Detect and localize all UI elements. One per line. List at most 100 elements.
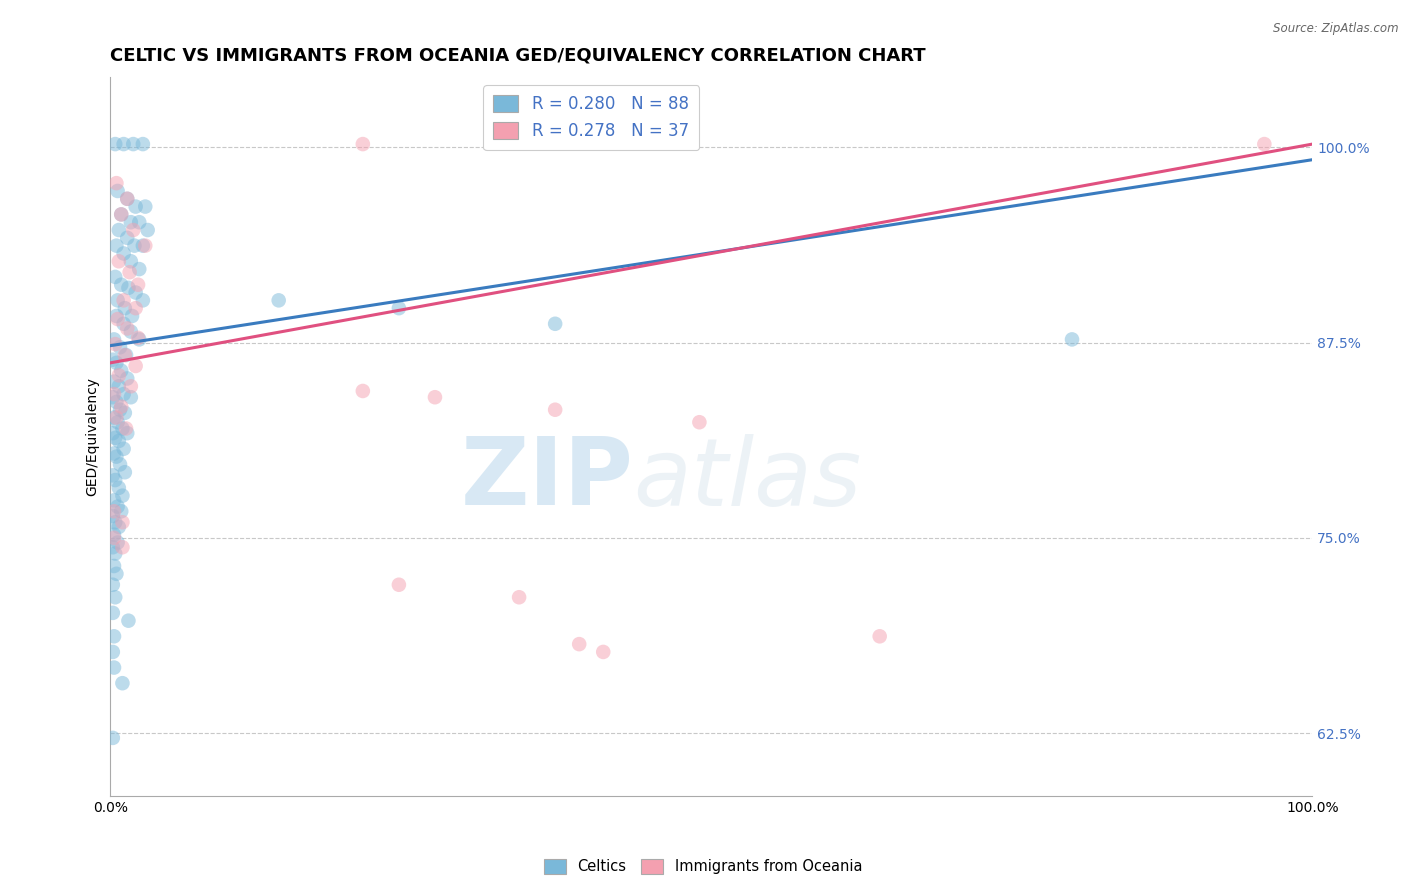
Point	[132, 293, 155, 308]
Point	[114, 406, 136, 420]
Point	[128, 215, 150, 229]
Point	[118, 265, 141, 279]
Point	[110, 364, 132, 378]
Point	[103, 333, 125, 347]
Point	[104, 547, 127, 561]
Point	[112, 246, 135, 260]
Point	[108, 434, 131, 448]
Point	[115, 192, 138, 206]
Point	[108, 368, 131, 383]
Point	[122, 137, 145, 152]
Point	[127, 331, 149, 345]
Point	[120, 390, 142, 404]
Point	[104, 269, 127, 284]
Point	[105, 238, 128, 252]
Point	[105, 176, 128, 190]
Point	[388, 578, 411, 592]
Point	[115, 371, 138, 385]
Point	[115, 426, 138, 441]
Point	[869, 629, 891, 643]
Point	[112, 442, 135, 456]
Point	[124, 200, 146, 214]
Point	[108, 340, 131, 354]
Point	[1253, 137, 1275, 152]
Point	[112, 137, 135, 152]
Point	[128, 262, 150, 277]
Point	[110, 207, 132, 221]
Point	[107, 293, 129, 308]
Point	[115, 192, 138, 206]
Point	[115, 421, 138, 435]
Point	[688, 415, 710, 429]
Point	[105, 356, 128, 370]
Point	[120, 379, 142, 393]
Point	[103, 531, 125, 545]
Point	[110, 400, 132, 414]
Point	[105, 450, 128, 464]
Point	[101, 352, 124, 367]
Point	[134, 238, 156, 252]
Point	[104, 431, 127, 445]
Point	[111, 515, 134, 529]
Point	[103, 446, 125, 460]
Point	[105, 395, 128, 409]
Point	[136, 223, 159, 237]
Point	[108, 223, 131, 237]
Point	[101, 645, 124, 659]
Point	[115, 321, 138, 335]
Point	[104, 591, 127, 605]
Point	[103, 375, 125, 389]
Point	[388, 301, 411, 315]
Point	[101, 426, 124, 441]
Point	[107, 184, 129, 198]
Point	[103, 387, 125, 401]
Point	[107, 312, 129, 326]
Legend: Celtics, Immigrants from Oceania: Celtics, Immigrants from Oceania	[538, 853, 868, 880]
Point	[108, 254, 131, 268]
Point	[105, 566, 128, 581]
Point	[117, 281, 139, 295]
Text: ZIP: ZIP	[460, 434, 633, 525]
Point	[121, 309, 143, 323]
Point	[112, 387, 135, 401]
Point	[128, 333, 150, 347]
Point	[114, 348, 136, 362]
Point	[110, 207, 132, 221]
Point	[108, 379, 131, 393]
Point	[101, 578, 124, 592]
Point	[112, 317, 135, 331]
Point	[124, 285, 146, 300]
Point	[108, 520, 131, 534]
Point	[112, 293, 135, 308]
Point	[105, 309, 128, 323]
Point	[105, 410, 128, 425]
Point	[107, 500, 129, 514]
Text: CELTIC VS IMMIGRANTS FROM OCEANIA GED/EQUIVALENCY CORRELATION CHART: CELTIC VS IMMIGRANTS FROM OCEANIA GED/EQ…	[111, 46, 927, 64]
Point	[124, 301, 146, 315]
Y-axis label: GED/Equivalency: GED/Equivalency	[86, 376, 100, 496]
Point	[110, 277, 132, 292]
Point	[120, 254, 142, 268]
Point	[108, 481, 131, 495]
Point	[101, 540, 124, 554]
Point	[124, 359, 146, 373]
Point	[592, 645, 614, 659]
Point	[104, 473, 127, 487]
Point	[101, 468, 124, 483]
Point	[122, 223, 145, 237]
Point	[103, 493, 125, 508]
Point	[117, 614, 139, 628]
Point	[352, 137, 374, 152]
Point	[111, 489, 134, 503]
Point	[124, 238, 146, 252]
Point	[544, 402, 567, 417]
Point	[114, 465, 136, 479]
Point	[103, 629, 125, 643]
Point	[103, 504, 125, 518]
Point	[101, 606, 124, 620]
Point	[103, 410, 125, 425]
Point	[508, 591, 530, 605]
Point	[111, 540, 134, 554]
Point	[134, 200, 156, 214]
Point	[110, 504, 132, 518]
